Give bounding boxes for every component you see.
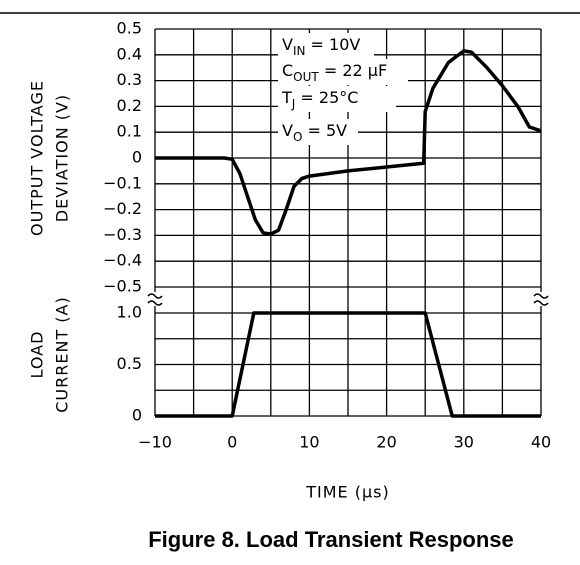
annotation-bg [278,33,374,59]
annotation-text: V [282,35,293,54]
annotation-tail: = 25°C [295,88,358,107]
y-tick-label: 0.5 [117,19,142,38]
break-mark [533,300,549,306]
break-mark [147,293,163,299]
y-tick-label: 0.3 [117,70,142,89]
y-axis-label: CURRENT (A) [53,296,72,412]
y-tick-label: −0.5 [103,277,142,296]
annotation-tail: = 22 μF [319,61,387,80]
annotation: TJ = 25°C [281,88,358,111]
annotation-sub: O [293,130,302,144]
x-tick-label: 40 [531,433,551,452]
annotation: VO = 5V [282,121,347,144]
x-tick-label: 10 [299,433,319,452]
annotation-text: C [282,61,293,80]
y-tick-label: 0.2 [117,96,142,115]
annotation-sub: J [291,97,296,111]
x-tick-label: −10 [138,433,172,452]
y-axis-label: OUTPUT VOLTAGE [28,80,47,236]
x-tick-label: 20 [376,433,396,452]
break-gap [147,292,163,306]
annotation-bg [278,119,358,145]
y-tick-label: 0.5 [117,354,142,373]
line-series [155,49,542,236]
y-axis-label: LOAD [28,331,47,379]
y-tick-label: −0.2 [103,199,142,218]
y-tick-label: 0 [132,148,142,167]
y-tick-label: 1.0 [117,303,142,322]
annotation-bg [278,59,408,85]
annotation-text: V [282,121,293,140]
y-tick-label: 0 [132,406,142,425]
break-mark [147,300,163,306]
annotation-sub: IN [293,44,306,58]
x-axis-label: TIME (μs) [305,483,390,502]
x-tick-label: 0 [227,433,237,452]
y-axis-label: DEVIATION (V) [53,94,72,222]
annotation: COUT = 22 μF [282,61,387,84]
annotation: VIN = 10V [282,35,360,58]
annotation-text: T [281,88,292,107]
y-tick-label: −0.4 [103,251,142,270]
y-tick-label: 0.4 [117,44,142,63]
annotation-tail: = 10V [305,35,360,54]
break-gap [533,292,549,306]
break-mark [533,293,549,299]
annotation-sub: OUT [293,70,319,84]
line-series [155,311,541,418]
annotation-bg [278,86,396,112]
y-tick-label: −0.3 [103,225,142,244]
y-tick-label: 0.1 [117,122,142,141]
annotation-tail: = 5V [302,121,347,140]
caption: Figure 8. Load Transient Response [148,527,514,552]
x-tick-label: 30 [454,433,474,452]
y-tick-label: −0.1 [103,173,142,192]
